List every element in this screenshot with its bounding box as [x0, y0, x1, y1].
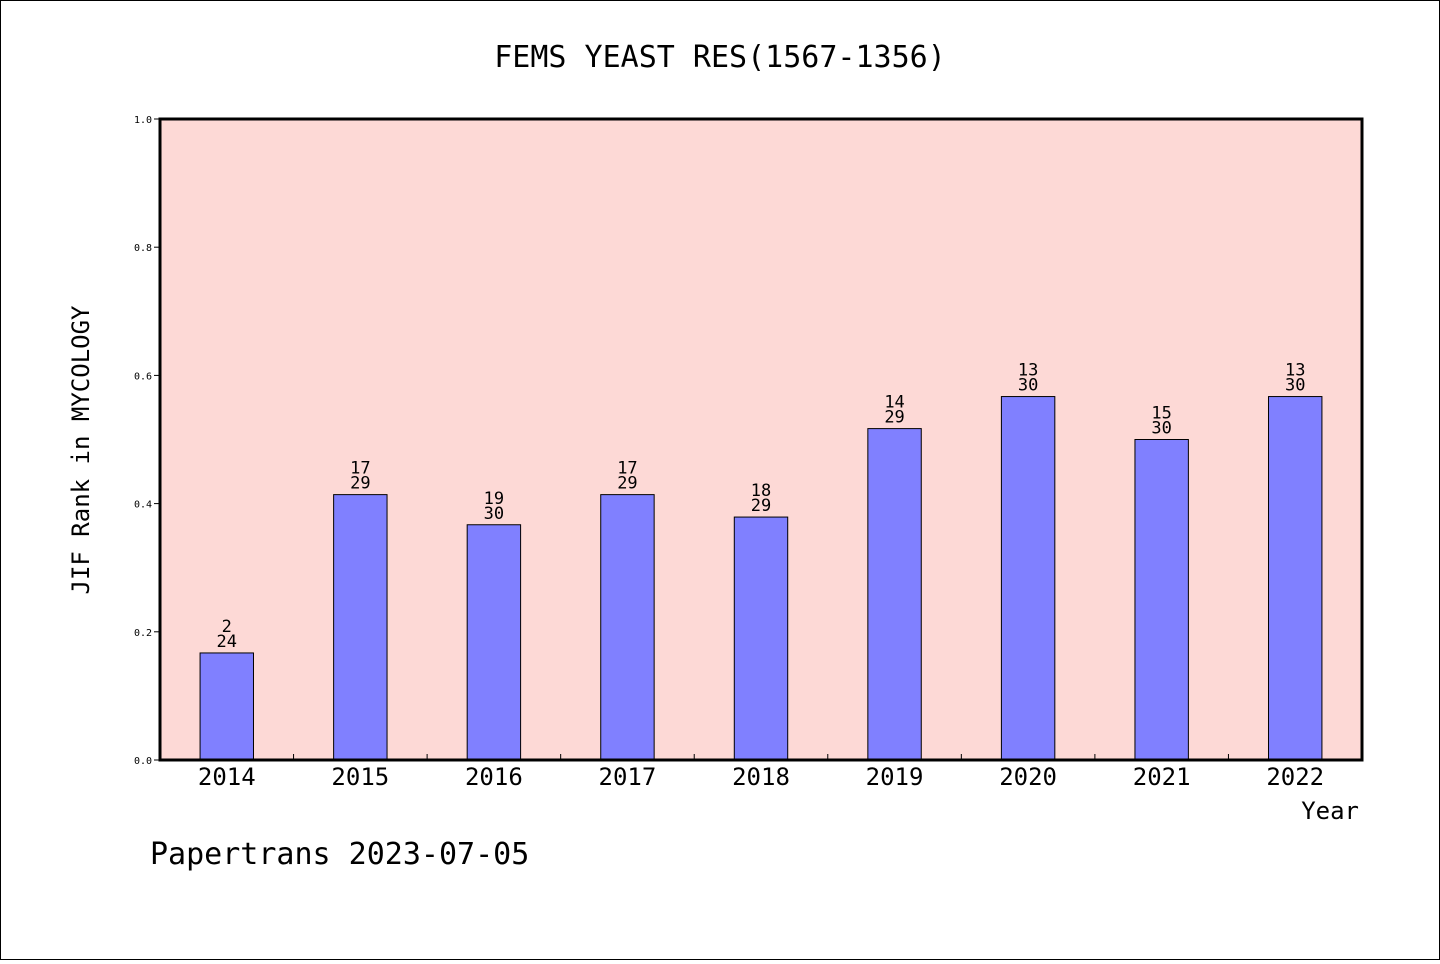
- bars-group: [199, 396, 1323, 761]
- chart-title: FEMS YEAST RES(1567-1356): [494, 40, 946, 75]
- bar-2019: [867, 428, 922, 761]
- bar-label-total-2019: 29: [884, 408, 904, 428]
- bar-label-rank-2014: 2: [222, 617, 232, 637]
- bar-label-rank-2016: 19: [484, 489, 504, 509]
- bar-label-rank-2018: 18: [751, 481, 771, 501]
- bar-2017: [600, 494, 655, 761]
- bar-2016: [466, 524, 522, 761]
- bar-label-rank-2020: 13: [1018, 361, 1038, 381]
- x-tick-label-2017: 2017: [599, 763, 657, 791]
- y-axis-ticks: 0.0 0.2 0.4 0.6 0.8 1.0: [134, 115, 160, 767]
- x-tick-label-2015: 2015: [331, 763, 389, 791]
- bar-label-total-2017: 29: [617, 474, 637, 494]
- y-axis-label: JIF Rank in MYCOLOGY: [67, 305, 95, 595]
- bar-label-total-2015: 29: [350, 474, 370, 494]
- y-tick-label: 1.0: [134, 115, 152, 126]
- bar-2021: [1134, 439, 1189, 761]
- bar-2020: [1000, 396, 1056, 761]
- bar-2018: [733, 516, 789, 761]
- bar-label-rank-2019: 14: [884, 393, 904, 413]
- x-tick-label-2014: 2014: [198, 763, 256, 791]
- bar-label-rank-2017: 17: [617, 459, 637, 479]
- x-tick-label-2018: 2018: [732, 763, 790, 791]
- bar-label-total-2018: 29: [751, 496, 771, 516]
- bar-2015: [333, 494, 388, 761]
- y-tick-label: 0.0: [134, 756, 152, 767]
- y-tick-label: 0.8: [134, 243, 152, 254]
- bar-2022: [1268, 396, 1323, 761]
- x-tick-label-2019: 2019: [866, 763, 924, 791]
- bar-label-total-2014: 24: [217, 632, 237, 652]
- bar-label-total-2020: 30: [1018, 376, 1038, 396]
- bar-label-total-2021: 30: [1151, 419, 1171, 439]
- x-tick-label-2016: 2016: [465, 763, 523, 791]
- footer-credit: Papertrans 2023-07-05: [150, 837, 529, 872]
- x-axis-ticks: 2014 2015 2016 2017 2018 2019 2020 2021 2022: [198, 754, 1324, 791]
- x-axis-label: Year: [1301, 797, 1359, 825]
- x-tick-label-2020: 2020: [999, 763, 1057, 791]
- plot-border: [158, 117, 1364, 762]
- bar-label-rank-2022: 13: [1285, 361, 1305, 381]
- y-tick-label: 0.2: [134, 628, 152, 639]
- bar-label-total-2016: 30: [484, 504, 504, 524]
- x-tick-label-2021: 2021: [1133, 763, 1191, 791]
- bar-label-rank-2021: 15: [1151, 404, 1171, 424]
- x-tick-label-2022: 2022: [1266, 763, 1324, 791]
- y-tick-label: 0.6: [134, 371, 152, 382]
- y-tick-label: 0.4: [134, 500, 152, 511]
- bar-label-total-2022: 30: [1285, 376, 1305, 396]
- bar-label-rank-2015: 17: [350, 459, 370, 479]
- bar-2014: [199, 652, 254, 761]
